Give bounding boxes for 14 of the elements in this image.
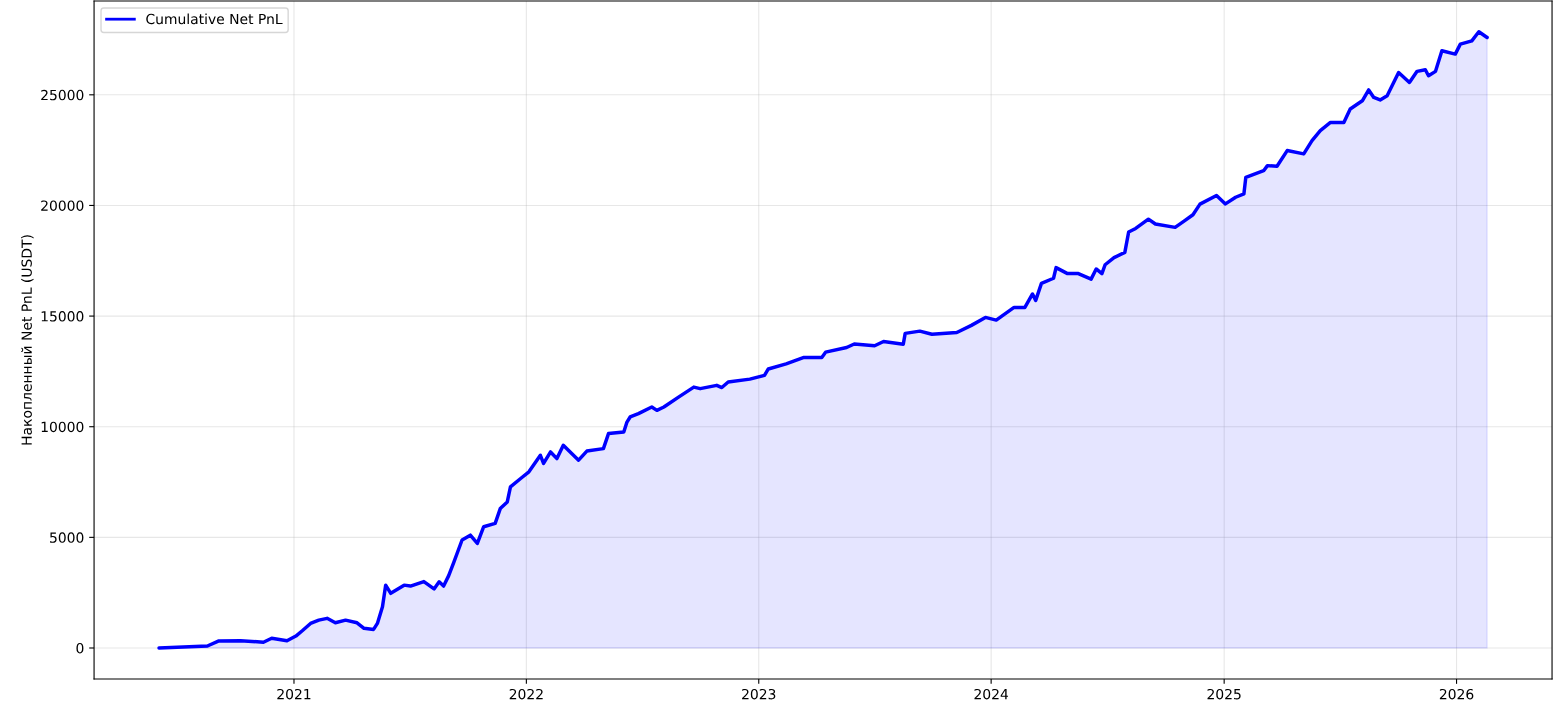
y-tick-label: 5000: [50, 532, 84, 543]
y-tick-label: 25000: [41, 89, 84, 101]
x-tick-label: 2026: [1439, 688, 1474, 700]
y-tick-label: 20000: [41, 200, 84, 211]
y-tick-label: 0: [76, 642, 84, 654]
legend-label: Cumulative Net PnL: [146, 13, 283, 25]
x-tick-label: 2023: [742, 688, 776, 700]
x-tick-label: 2025: [1207, 688, 1241, 700]
y-tick-label: 15000: [41, 311, 84, 322]
x-tick-label: 2024: [974, 688, 1009, 700]
y-axis-title: Накопленный Net PnL (USDT): [21, 235, 34, 445]
y-tick-label: 10000: [41, 421, 84, 433]
x-tick-label: 2021: [277, 688, 311, 700]
x-tick-label: 2022: [509, 688, 543, 700]
